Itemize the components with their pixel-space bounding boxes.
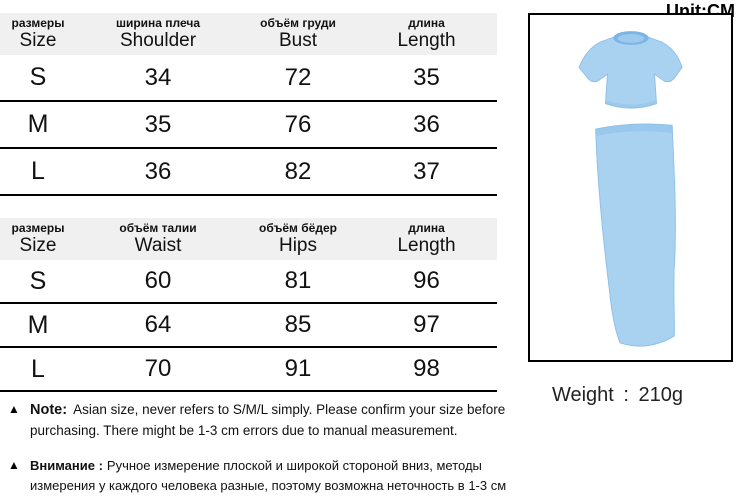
- triangle-icon: ▲: [8, 458, 20, 472]
- size-cell: S: [29, 266, 47, 295]
- maxi-skirt-graphic: [595, 123, 676, 347]
- column-header-en: Length: [397, 235, 456, 257]
- column-header-ru: объём талии: [119, 220, 197, 235]
- column-header-size: размеры Size: [0, 222, 76, 257]
- note-english-text: Note: Asian size, never refers to S/M/L s…: [30, 400, 520, 441]
- bust-cell: 76: [284, 110, 312, 138]
- shoulder-cell: 35: [144, 110, 172, 138]
- column-header-length: длина Length: [356, 222, 497, 257]
- column-header-size: размеры Size: [0, 17, 76, 52]
- length-cell: 36: [413, 110, 440, 138]
- waist-cell: 64: [144, 311, 172, 338]
- size-cell: M: [27, 310, 49, 339]
- column-header-en: Length: [397, 30, 456, 52]
- length-cell: 37: [413, 157, 440, 185]
- length-cell: 96: [413, 267, 440, 294]
- size-cell: L: [31, 157, 45, 185]
- table-row: M 64 85 97: [0, 304, 497, 348]
- size-cell: L: [31, 354, 45, 383]
- hips-cell: 91: [284, 355, 312, 382]
- note-body: Asian size, never refers to S/M/L simply…: [30, 402, 506, 439]
- column-header-en: Waist: [134, 235, 182, 257]
- length-cell: 97: [413, 311, 440, 338]
- note-russian-text: Внимание : Ручное измерение плоской и шир…: [30, 456, 513, 495]
- column-header-shoulder: ширина плеча Shoulder: [76, 17, 240, 52]
- table-row: M 35 76 36: [0, 102, 497, 149]
- triangle-icon: ▲: [8, 402, 20, 416]
- bust-cell: 72: [284, 63, 312, 91]
- column-header-en: Bust: [278, 30, 318, 52]
- column-header-ru: размеры: [11, 220, 65, 235]
- product-image-frame: [528, 13, 733, 362]
- column-header-length: длина Length: [356, 17, 497, 52]
- table-row: L 36 82 37: [0, 149, 497, 196]
- column-header-ru: ширина плеча: [115, 15, 201, 30]
- note-label: Note:: [30, 402, 68, 418]
- product-garments-illustration: [578, 31, 683, 347]
- waist-cell: 60: [144, 267, 172, 294]
- column-header-en: Hips: [278, 235, 317, 257]
- column-header-ru: длина: [408, 15, 445, 30]
- table-header-row: размеры Size объём талии Waist объём бёд…: [0, 218, 497, 260]
- column-header-ru: длина: [408, 220, 445, 235]
- weight-label: Weight : 210g: [551, 384, 684, 406]
- hips-cell: 81: [284, 267, 312, 294]
- waist-cell: 70: [144, 355, 172, 382]
- hips-cell: 85: [284, 311, 312, 338]
- note-russian: ▲ Внимание : Ручное измерение плоской и ш…: [8, 456, 513, 495]
- column-header-en: Size: [19, 235, 57, 257]
- length-cell: 98: [413, 355, 440, 382]
- column-header-en: Size: [19, 30, 57, 52]
- table-header-row: размеры Size ширина плеча Shoulder объём…: [0, 13, 497, 55]
- column-header-ru: объём груди: [260, 15, 336, 30]
- length-cell: 35: [413, 63, 440, 91]
- bottom-garment-size-table: размеры Size объём талии Waist объём бёд…: [0, 218, 497, 392]
- note-english: ▲ Note: Asian size, never refers to S/M/L…: [8, 400, 520, 441]
- shoulder-cell: 34: [144, 63, 172, 91]
- shoulder-cell: 36: [144, 157, 172, 185]
- column-header-ru: размеры: [11, 15, 65, 30]
- bust-cell: 82: [284, 157, 312, 185]
- note-body: Ручное измерение плоской и широкой сторо…: [30, 458, 507, 493]
- table-row: S 60 81 96: [0, 260, 497, 304]
- column-header-hips: объём бёдер Hips: [240, 222, 356, 257]
- column-header-bust: объём груди Bust: [240, 17, 356, 52]
- top-garment-size-table: размеры Size ширина плеча Shoulder объём…: [0, 13, 497, 196]
- crop-top-graphic: [578, 31, 683, 109]
- column-header-ru: объём бёдер: [259, 220, 337, 235]
- note-label: Внимание :: [30, 458, 103, 473]
- table-row: L 70 91 98: [0, 348, 497, 392]
- table-row: S 34 72 35: [0, 55, 497, 102]
- column-header-waist: объём талии Waist: [76, 222, 240, 257]
- size-cell: S: [29, 63, 47, 91]
- column-header-en: Shoulder: [119, 30, 197, 52]
- size-cell: M: [27, 110, 49, 138]
